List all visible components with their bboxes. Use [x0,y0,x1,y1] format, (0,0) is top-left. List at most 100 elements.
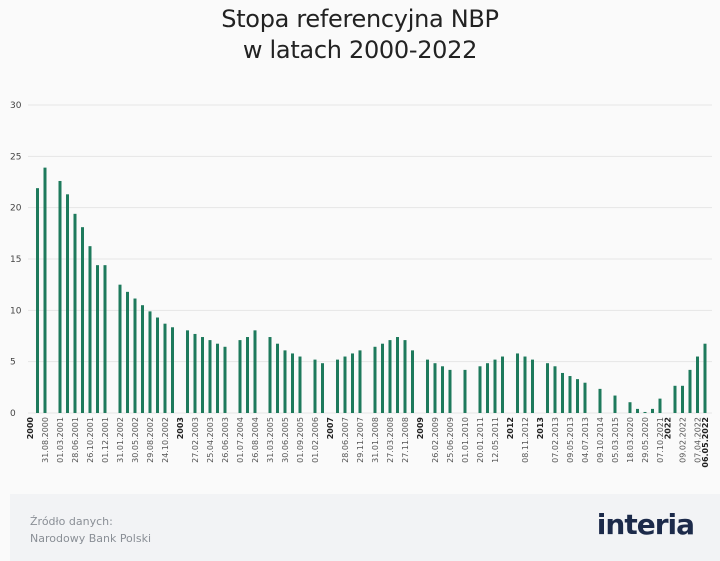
bar [493,359,497,413]
bar [583,382,587,413]
bar [553,366,557,413]
x-tick-label: 29.08.2002 [146,417,155,463]
title-line-2: w latach 2000-2022 [242,36,478,64]
bar [703,343,707,413]
x-tick-label: 29.11.2007 [356,417,365,463]
x-tick-label: 2013 [536,417,545,439]
bar [411,350,414,413]
bar [351,353,354,413]
bar [396,337,399,413]
bar [216,343,219,413]
x-tick-label: 31.03.2005 [266,417,275,463]
bar [291,353,294,413]
bar [358,350,362,413]
bar [561,372,564,413]
bar [531,359,534,413]
bar [681,385,684,413]
x-tick-label: 01.07.2004 [236,417,245,463]
x-tick-label: 07.04.2022 [694,417,703,463]
x-tick-label: 26.08.2004 [251,417,260,463]
x-tick-label: 08.11.2012 [521,417,530,463]
y-tick-label: 0 [10,409,16,419]
bar [208,340,212,413]
bar [171,327,174,413]
y-tick-label: 25 [10,152,21,162]
bar [463,369,467,413]
bar [403,340,407,413]
bar [313,359,317,413]
x-tick-label: 26.06.2003 [221,417,230,463]
bar [373,346,377,413]
bar [381,343,384,413]
bar [223,346,227,413]
bar [426,359,429,413]
title-line-1: Stopa referencyjna NBP [221,5,499,33]
bar [193,333,197,413]
y-tick-label: 20 [10,204,22,214]
bar [156,317,159,413]
bar [343,356,347,413]
x-tick-label: 27.03.2008 [386,417,395,463]
bar [441,366,444,413]
y-tick-label: 5 [10,358,16,368]
x-tick-label: 07.02.2013 [551,417,560,463]
x-tick-label: 04.07.2013 [581,417,590,463]
bar [598,388,602,413]
bar [658,398,662,413]
x-tick-label: 27.02.2003 [191,417,200,463]
bar [546,363,549,413]
x-tick-label: 07.10.2021 [656,417,665,463]
bar [43,167,47,413]
bar [58,180,62,413]
bar [651,408,654,413]
x-tick-label: 01.12.2001 [101,417,110,463]
y-tick-label: 15 [10,255,21,265]
bar [501,356,504,413]
bar [126,291,129,413]
bar [88,246,92,413]
bar [576,379,579,413]
bar [268,337,272,413]
bar [568,376,572,413]
source-name: Narodowy Bank Polski [30,532,152,545]
chart-title: Stopa referencyjna NBP w latach 2000-202… [0,4,720,66]
x-tick-label: 01.09.2005 [296,417,305,463]
x-tick-label: 31.01.2008 [371,417,380,463]
bar [516,353,519,413]
bar [696,356,699,413]
x-tick-label: 09.02.2022 [679,417,688,463]
x-tick-label: 24.10.2002 [161,417,170,463]
bar [388,340,392,413]
bar [186,330,189,413]
x-tick-label: 25.04.2003 [206,417,215,463]
bar [298,356,302,413]
bar [523,356,527,413]
bar [276,343,279,413]
bar [96,265,99,413]
bar [141,305,144,413]
x-tick-label: 06.05.2022 [701,417,710,468]
x-tick-label: 29.05.2020 [641,417,650,463]
bar [673,385,677,413]
bar [283,350,287,413]
bar [81,227,84,413]
bar [103,265,107,413]
bar [636,408,639,413]
bar [246,337,249,413]
x-tick-label: 2003 [176,417,185,439]
x-tick-label: 27.11.2008 [401,417,410,463]
x-tick-label: 2000 [26,417,35,440]
interia-logo: interia [596,508,695,541]
bar [148,311,152,413]
bar [118,284,122,413]
bar [336,359,339,413]
x-tick-label: 28.06.2007 [341,417,350,463]
y-tick-label: 30 [10,101,22,111]
x-tick-label: 2012 [506,417,515,439]
y-tick-label: 10 [10,306,22,316]
bar [688,369,692,413]
x-tick-label: 31.01.2002 [116,417,125,463]
x-tick-label: 01.02.2006 [311,417,320,463]
bar-chart: 0 5 10 15 20 25 30 2000 31.08.2000 01.03.2001 28.0… [10,101,712,468]
x-tick-label: 01.03.2001 [56,417,65,463]
